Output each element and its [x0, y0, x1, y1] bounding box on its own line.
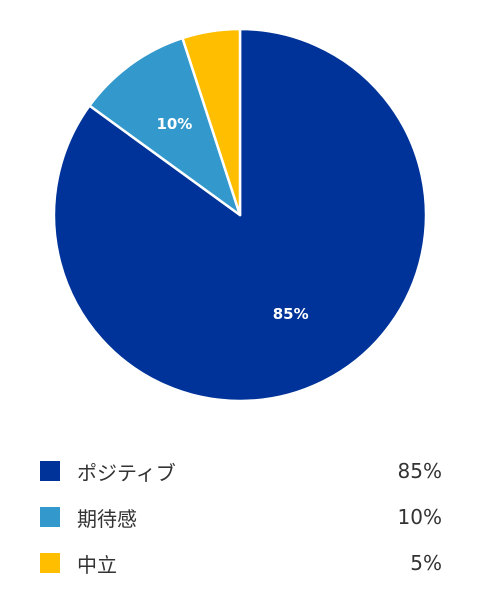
legend-swatch: [40, 553, 60, 573]
legend-value: 5%: [410, 551, 442, 575]
legend-item-3[interactable]: 中立 5%: [40, 540, 442, 586]
legend-swatch: [40, 461, 60, 481]
pie-slice-2[interactable]: [88, 36, 242, 217]
chart-legend: ポジティブ 85% 期待感 10% 中立 5%: [40, 448, 442, 586]
legend-label: 期待感: [77, 506, 137, 531]
pie-slice-label-1: 85%: [273, 305, 309, 323]
pie-slice-3[interactable]: [181, 27, 242, 217]
legend-item-1[interactable]: ポジティブ 85%: [40, 448, 442, 494]
legend-value: 85%: [397, 459, 442, 483]
pie-slices: [52, 27, 428, 403]
legend-item-2[interactable]: 期待感 10%: [40, 494, 442, 540]
legend-swatch: [40, 507, 60, 527]
pie-slice-label-2: 10%: [156, 115, 192, 133]
legend-label: ポジティブ: [77, 460, 176, 485]
legend-value: 10%: [397, 505, 442, 529]
pie-chart: 85% 10%: [52, 27, 428, 403]
pie-slice-labels: 85% 10%: [156, 115, 308, 323]
legend-label: 中立: [77, 552, 117, 577]
